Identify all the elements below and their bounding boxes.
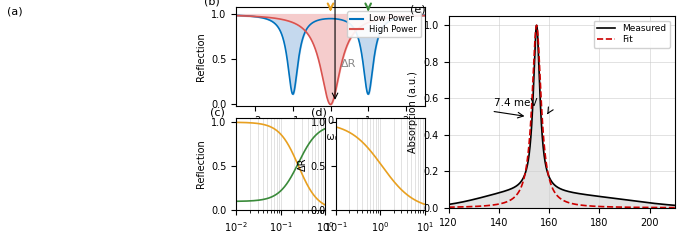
Text: (b): (b)	[204, 0, 220, 7]
Text: (e): (e)	[410, 4, 426, 14]
Fit	[683, 206, 685, 209]
Y-axis label: Reflection: Reflection	[196, 140, 206, 188]
Text: (d): (d)	[311, 108, 327, 118]
Y-axis label: Absorption (a.u.): Absorption (a.u.)	[408, 71, 418, 153]
Measured	[651, 202, 660, 205]
Fit	[539, 134, 547, 137]
Fit	[475, 205, 484, 208]
X-axis label: ω − ω₀ (Ω): ω − ω₀ (Ω)	[304, 131, 357, 142]
Measured	[532, 24, 540, 27]
Text: (c): (c)	[210, 108, 225, 118]
Fit	[528, 90, 536, 93]
Measured	[460, 200, 469, 203]
Y-axis label: ΔR: ΔR	[298, 157, 308, 171]
Text: ΔR: ΔR	[341, 58, 356, 69]
Measured	[432, 204, 440, 207]
Y-axis label: Reflection: Reflection	[196, 32, 206, 81]
Fit	[532, 24, 540, 27]
Measured	[539, 148, 547, 151]
Fit	[460, 205, 469, 208]
Text: (a): (a)	[7, 7, 23, 17]
Fit	[678, 206, 685, 209]
Measured	[683, 205, 685, 208]
Fit	[432, 206, 440, 209]
Line: Fit: Fit	[436, 25, 685, 208]
Fit	[651, 206, 660, 209]
Measured	[475, 197, 484, 199]
Legend: Low Power, High Power: Low Power, High Power	[347, 11, 421, 37]
Text: 7.4 meV: 7.4 meV	[494, 98, 538, 108]
Measured	[678, 204, 685, 207]
Legend: Measured, Fit: Measured, Fit	[594, 21, 670, 48]
Measured	[528, 110, 536, 113]
Line: Measured: Measured	[436, 25, 685, 206]
